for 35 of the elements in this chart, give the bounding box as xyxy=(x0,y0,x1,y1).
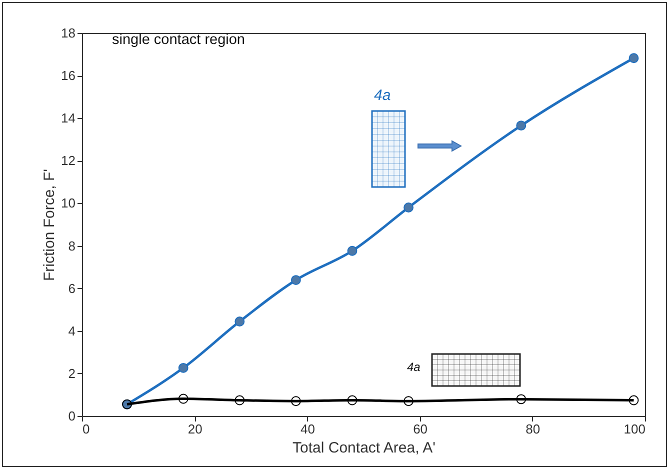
point xyxy=(290,396,301,406)
x-tick-label: 60 xyxy=(413,422,428,436)
y-axis-title: Friction Force, F' xyxy=(41,168,58,282)
annotation: single contact region xyxy=(112,32,245,48)
y-tick-label: 2 xyxy=(68,366,76,381)
x-tick-label: 40 xyxy=(300,422,315,436)
point xyxy=(404,396,414,406)
y-tick-label: 16 xyxy=(61,68,76,84)
point xyxy=(178,394,188,404)
x-axis-title: Total Contact Area, A' xyxy=(292,440,436,456)
y-tick-label: 0 xyxy=(68,408,76,424)
y-tick-label: 10 xyxy=(61,196,76,211)
point xyxy=(404,202,414,212)
point xyxy=(628,53,639,64)
point xyxy=(178,362,188,373)
y-tick-label: 4 xyxy=(68,323,76,338)
x-tick-label: 20 xyxy=(188,422,202,436)
y-tick-label: 18 xyxy=(61,26,76,40)
point xyxy=(516,120,526,131)
point xyxy=(234,316,245,326)
x-tick-label: 0 xyxy=(82,422,90,436)
point xyxy=(347,246,358,256)
annotation: 4a xyxy=(407,360,421,374)
point xyxy=(516,394,526,404)
annotation: 4a xyxy=(374,87,391,104)
x-tick-label: 100 xyxy=(624,422,646,436)
y-tick-label: 8 xyxy=(68,238,76,254)
y-tick-label: 14 xyxy=(61,110,76,126)
y-tick-label: 6 xyxy=(68,280,76,296)
point xyxy=(290,275,301,285)
x-tick-label: 80 xyxy=(526,422,540,436)
point xyxy=(347,395,358,406)
point xyxy=(234,395,245,406)
point xyxy=(628,395,639,406)
y-tick-label: 12 xyxy=(61,153,76,168)
